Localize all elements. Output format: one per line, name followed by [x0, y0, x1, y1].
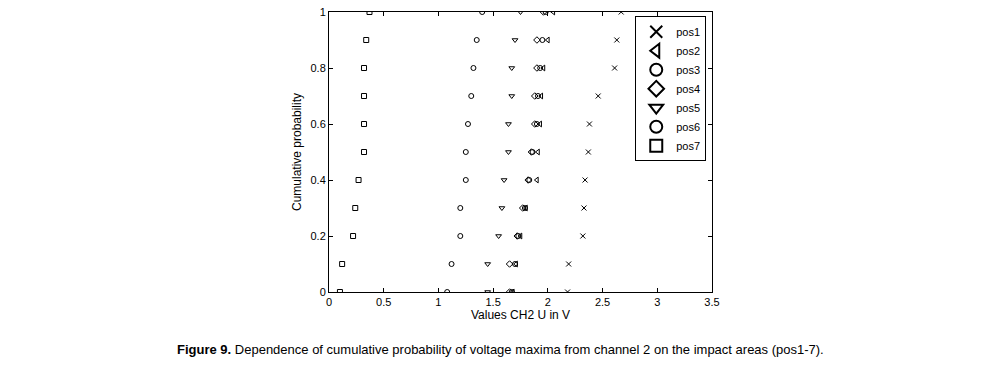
svg-text:0: 0	[326, 296, 332, 308]
svg-text:0.4: 0.4	[311, 174, 326, 186]
svg-text:0.2: 0.2	[311, 230, 326, 242]
svg-text:3: 3	[654, 296, 660, 308]
svg-text:pos1: pos1	[676, 26, 700, 38]
svg-text:3.5: 3.5	[704, 296, 719, 308]
svg-text:1: 1	[435, 296, 441, 308]
svg-text:2.5: 2.5	[595, 296, 610, 308]
svg-text:pos3: pos3	[676, 64, 700, 76]
svg-text:pos5: pos5	[676, 102, 700, 114]
svg-text:pos7: pos7	[676, 140, 700, 152]
svg-text:Figure 9. Dependence of cumula: Figure 9. Dependence of cumulative proba…	[177, 342, 824, 357]
svg-text:Values CH2 U in V: Values CH2 U in V	[471, 308, 570, 322]
svg-text:1.5: 1.5	[485, 296, 500, 308]
svg-text:Cumulative probability: Cumulative probability	[290, 93, 304, 211]
svg-text:1: 1	[320, 6, 326, 18]
svg-text:pos6: pos6	[676, 121, 700, 133]
svg-text:0: 0	[320, 286, 326, 298]
svg-text:pos4: pos4	[676, 83, 700, 95]
svg-text:2: 2	[545, 296, 551, 308]
svg-text:0.5: 0.5	[376, 296, 391, 308]
svg-text:0.6: 0.6	[311, 118, 326, 130]
svg-text:pos2: pos2	[676, 45, 700, 57]
svg-text:0.8: 0.8	[311, 62, 326, 74]
